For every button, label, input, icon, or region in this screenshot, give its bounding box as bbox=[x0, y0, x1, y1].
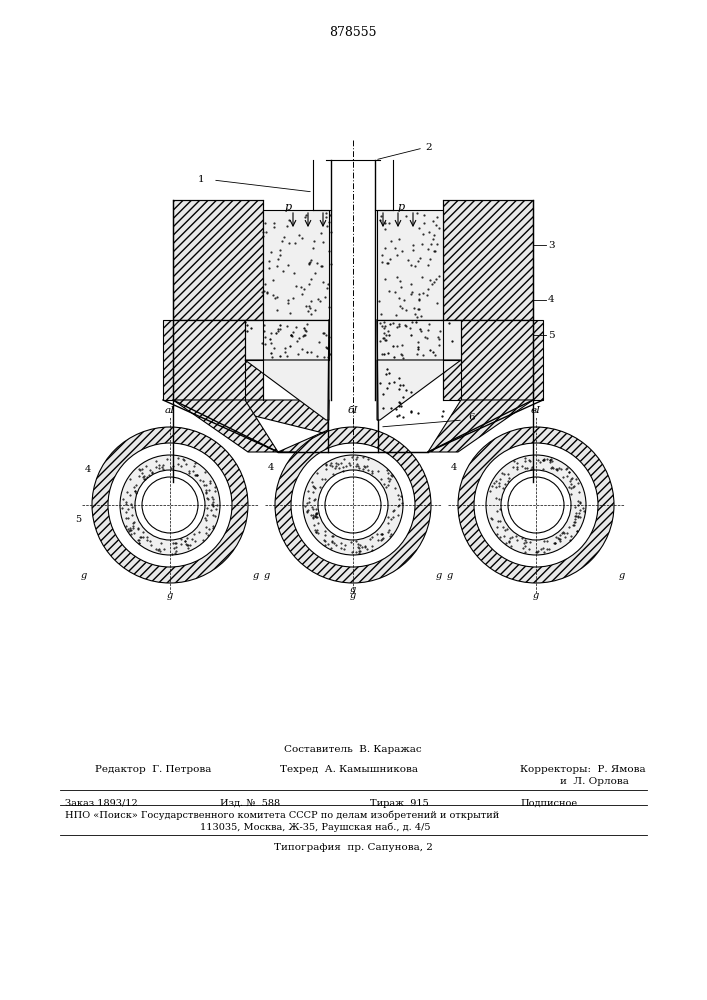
Polygon shape bbox=[263, 210, 329, 320]
Text: и  Л. Орлова: и Л. Орлова bbox=[560, 778, 629, 786]
Polygon shape bbox=[163, 320, 263, 400]
Circle shape bbox=[303, 455, 403, 555]
Text: Редактор  Г. Петрова: Редактор Г. Петрова bbox=[95, 766, 211, 774]
Text: 5: 5 bbox=[75, 516, 81, 524]
Text: Подписное: Подписное bbox=[520, 798, 577, 808]
Text: 113035, Москва, Ж-35, Раушская наб., д. 4/5: 113035, Москва, Ж-35, Раушская наб., д. … bbox=[200, 822, 431, 832]
Polygon shape bbox=[245, 320, 329, 360]
Text: g: g bbox=[447, 570, 453, 580]
Polygon shape bbox=[190, 400, 400, 452]
Polygon shape bbox=[428, 400, 533, 452]
Text: вI: вI bbox=[531, 406, 541, 415]
Circle shape bbox=[474, 443, 598, 567]
Polygon shape bbox=[443, 320, 533, 400]
Text: g: g bbox=[619, 570, 625, 580]
Polygon shape bbox=[245, 360, 329, 420]
Polygon shape bbox=[377, 360, 461, 420]
Text: 4: 4 bbox=[268, 462, 274, 472]
Text: g: g bbox=[350, 585, 356, 594]
Polygon shape bbox=[443, 320, 543, 400]
Circle shape bbox=[325, 477, 381, 533]
Polygon shape bbox=[377, 320, 461, 360]
Text: 4: 4 bbox=[85, 466, 91, 475]
Text: 878555: 878555 bbox=[329, 25, 377, 38]
Polygon shape bbox=[173, 400, 278, 452]
Polygon shape bbox=[377, 320, 443, 360]
Text: Техред  А. Камышникова: Техред А. Камышникова bbox=[280, 766, 418, 774]
Text: 1: 1 bbox=[198, 176, 204, 184]
Polygon shape bbox=[443, 200, 533, 320]
Text: аI: аI bbox=[165, 406, 175, 415]
Text: 4: 4 bbox=[451, 462, 457, 472]
Circle shape bbox=[318, 470, 388, 540]
Text: Заказ 1893/12: Заказ 1893/12 bbox=[65, 798, 138, 808]
Circle shape bbox=[135, 470, 205, 540]
Polygon shape bbox=[377, 210, 443, 320]
Text: 6: 6 bbox=[468, 412, 474, 422]
Text: g: g bbox=[167, 590, 173, 599]
Text: p: p bbox=[285, 202, 292, 212]
Circle shape bbox=[142, 477, 198, 533]
Circle shape bbox=[458, 427, 614, 583]
Text: бI: бI bbox=[348, 406, 358, 415]
Circle shape bbox=[108, 443, 232, 567]
Text: p: p bbox=[398, 202, 405, 212]
Text: g: g bbox=[533, 590, 539, 599]
Text: g: g bbox=[436, 570, 443, 580]
Circle shape bbox=[291, 443, 415, 567]
Text: g: g bbox=[253, 570, 259, 580]
Polygon shape bbox=[263, 320, 329, 360]
Text: Тираж  915: Тираж 915 bbox=[370, 798, 428, 808]
Circle shape bbox=[501, 470, 571, 540]
Circle shape bbox=[275, 427, 431, 583]
Polygon shape bbox=[173, 200, 263, 320]
Text: 3: 3 bbox=[548, 240, 554, 249]
Circle shape bbox=[120, 455, 220, 555]
Circle shape bbox=[92, 427, 248, 583]
Circle shape bbox=[508, 477, 564, 533]
Text: 4: 4 bbox=[548, 296, 554, 304]
Text: Типография  пр. Сапунова, 2: Типография пр. Сапунова, 2 bbox=[274, 842, 433, 852]
Text: Изд. №  588: Изд. № 588 bbox=[220, 798, 280, 808]
Text: НПО «Поиск» Государственного комитета СССР по делам изобретений и открытий: НПО «Поиск» Государственного комитета СС… bbox=[65, 810, 499, 820]
Text: Составитель  В. Каражас: Составитель В. Каражас bbox=[284, 746, 422, 754]
Text: 5: 5 bbox=[548, 330, 554, 340]
Text: g: g bbox=[81, 570, 87, 580]
Circle shape bbox=[486, 455, 586, 555]
Polygon shape bbox=[173, 320, 263, 400]
Text: g: g bbox=[350, 590, 356, 599]
Text: g: g bbox=[264, 570, 270, 580]
Text: 2: 2 bbox=[425, 143, 432, 152]
Text: Корректоры:  Р. Ямова: Корректоры: Р. Ямова bbox=[520, 766, 645, 774]
